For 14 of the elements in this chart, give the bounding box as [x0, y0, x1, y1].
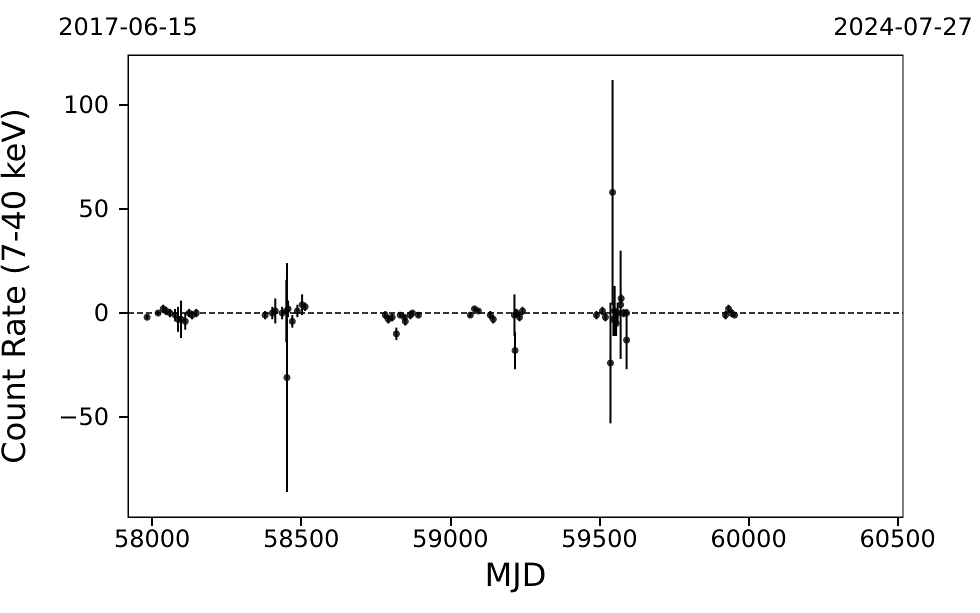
x-tick-label: 58500: [263, 525, 340, 553]
y-tick-label: 100: [63, 90, 109, 119]
x2-tick-label: 2024-07-27: [833, 13, 973, 41]
x-tick-label: 59500: [561, 525, 638, 553]
x-tick-label: 59000: [412, 525, 489, 553]
x-tick-label: 58000: [114, 525, 190, 553]
y-tick-label: 50: [78, 195, 109, 223]
x-tick-label: 60500: [859, 525, 936, 553]
x2-tick-label: 2017-06-15: [58, 13, 198, 41]
x-axis-title: MJD: [484, 556, 546, 594]
y-tick-label: 0: [94, 299, 109, 328]
x-tick-label: 60000: [710, 525, 787, 553]
y-axis-title: Count Rate (7-40 keV): [0, 108, 33, 464]
y-tick-label: −50: [58, 403, 109, 432]
